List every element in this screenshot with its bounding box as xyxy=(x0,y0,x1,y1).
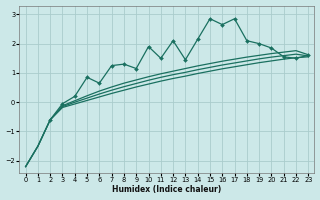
X-axis label: Humidex (Indice chaleur): Humidex (Indice chaleur) xyxy=(112,185,221,194)
